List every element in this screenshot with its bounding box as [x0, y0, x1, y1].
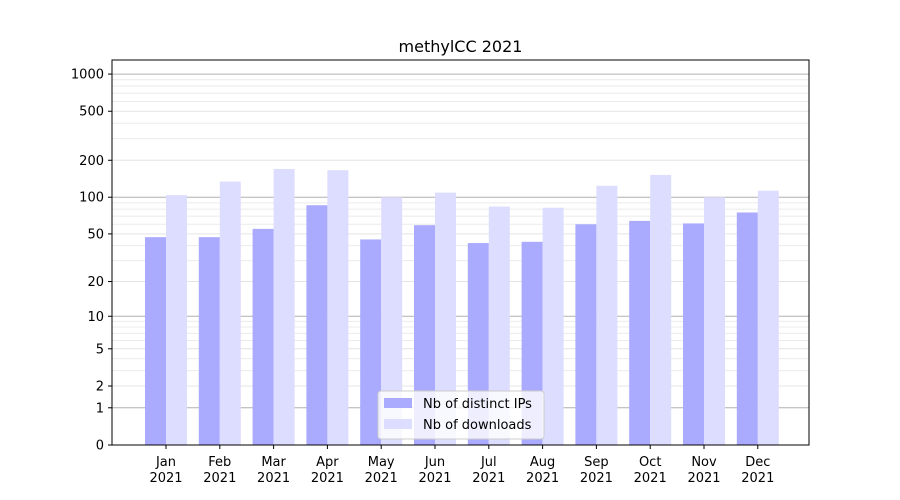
- legend-swatch: [384, 419, 412, 429]
- bar-distinct-ips-1: [145, 237, 166, 445]
- bar-distinct-ips-6: [414, 225, 435, 445]
- y-axis: 0 1 2 5 10 20 50 100 200 500 1000: [71, 68, 112, 454]
- x-tick-label-year: 2021: [418, 471, 451, 486]
- x-tick-label-month: Jun: [424, 455, 445, 470]
- bar-downloads-5: [381, 197, 403, 445]
- x-tick-label-month: Mar: [261, 455, 286, 470]
- y-tick-label: 0: [96, 439, 104, 454]
- y-tick-label: 2: [96, 380, 104, 395]
- x-tick-label-month: Apr: [316, 455, 339, 470]
- legend-box: [377, 390, 545, 440]
- bar-distinct-ips-5: [360, 239, 382, 445]
- x-tick-label-month: Aug: [530, 455, 555, 470]
- y-tick-label: 100: [79, 191, 104, 206]
- bar-distinct-ips-4: [306, 205, 328, 445]
- y-tick-label: 50: [87, 227, 104, 242]
- x-tick-label-year: 2021: [580, 471, 613, 486]
- x-tick-label-year: 2021: [203, 471, 236, 486]
- bar-downloads-11: [704, 197, 725, 445]
- x-tick-label-year: 2021: [526, 471, 559, 486]
- bar-distinct-ips-3: [252, 228, 274, 445]
- x-tick-label-month: Feb: [208, 455, 231, 470]
- legend: Nb of distinct IPs Nb of downloads: [377, 390, 545, 440]
- legend-label: Nb of distinct IPs: [423, 397, 532, 412]
- x-tick-label-month: May: [368, 455, 395, 470]
- bar-downloads-10: [650, 174, 672, 445]
- y-tick-label: 500: [79, 105, 104, 120]
- legend-swatch: [384, 398, 412, 408]
- y-tick-label: 20: [87, 275, 104, 290]
- bar-downloads-7: [488, 206, 510, 445]
- y-tick-label: 5: [96, 342, 104, 357]
- x-tick-label-year: 2021: [472, 471, 505, 486]
- x-tick-label-month: Jul: [480, 455, 497, 470]
- x-tick-label-year: 2021: [365, 471, 398, 486]
- chart-title: methylCC 2021: [399, 37, 523, 56]
- plot-frame: [111, 59, 810, 446]
- bar-downloads-4: [327, 170, 349, 445]
- bar-downloads-8: [542, 207, 564, 445]
- bar-downloads-1: [166, 195, 187, 445]
- x-tick-label-year: 2021: [634, 471, 667, 486]
- x-tick-label-year: 2021: [311, 471, 344, 486]
- x-tick-label-month: Oct: [639, 455, 661, 470]
- legend-label: Nb of downloads: [423, 418, 532, 433]
- bar-distinct-ips-11: [683, 223, 704, 445]
- y-tick-label: 1: [96, 401, 104, 416]
- x-axis: Jan2021Feb2021Mar2021Apr2021May2021Jun20…: [149, 445, 774, 486]
- bar-downloads-6: [435, 192, 456, 445]
- y-tick-label: 10: [87, 310, 104, 325]
- bar-downloads-3: [273, 168, 295, 445]
- y-tick-label: 1000: [71, 68, 104, 83]
- x-tick-label-month: Jan: [155, 455, 176, 470]
- x-tick-label-year: 2021: [741, 471, 774, 486]
- x-tick-label-year: 2021: [149, 471, 182, 486]
- x-tick-label-month: Nov: [691, 455, 717, 470]
- bar-distinct-ips-10: [629, 220, 651, 445]
- y-tick-label: 200: [79, 154, 104, 169]
- x-tick-label-year: 2021: [687, 471, 720, 486]
- bar-distinct-ips-9: [575, 224, 597, 445]
- bar-downloads-2: [219, 181, 241, 445]
- bar-distinct-ips-12: [736, 212, 758, 445]
- bar-distinct-ips-2: [198, 237, 220, 445]
- bars: [145, 168, 779, 445]
- x-tick-label-year: 2021: [257, 471, 290, 486]
- bar-downloads-12: [757, 190, 779, 445]
- x-tick-label-month: Sep: [584, 455, 609, 470]
- x-tick-label-month: Dec: [745, 455, 770, 470]
- bar-downloads-9: [596, 185, 618, 445]
